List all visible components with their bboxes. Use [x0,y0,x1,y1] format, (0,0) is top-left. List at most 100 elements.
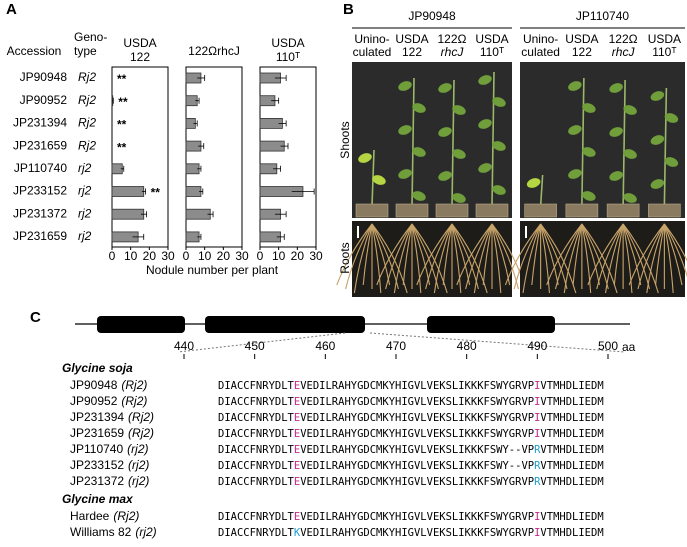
treatment-label: 122 [572,45,592,59]
pot [435,203,469,218]
stem [451,79,455,207]
residues: VTMHDLIEDM [540,380,603,392]
root [451,223,488,294]
residues: E [294,444,300,456]
residues: E [294,396,300,408]
error-bar [197,233,202,240]
leaf [568,81,582,91]
error-bar [132,233,145,240]
x-tick-label: 20 [143,249,157,263]
residues: R [534,444,541,456]
root [362,223,373,286]
error-bar [120,165,125,172]
root [451,223,479,290]
root [540,223,550,294]
x-tick-label: 0 [109,249,116,263]
ruler-label: 470 [386,339,406,353]
root [663,223,687,262]
plot-frame [111,66,169,248]
row-label: Roots [338,242,352,273]
ruler-label: 450 [245,339,265,353]
root [402,223,413,286]
residues: VEDILRAHYGDCMKYHIGVLVEKSLIKKKFSWYGRVP [300,380,534,392]
ruler-label: 440 [174,339,194,353]
residues: DIACCFNRYDLT [218,460,295,472]
accession-name: JP231372 [70,474,124,488]
error-bar [198,143,205,150]
genotype-name: (Rj2) [128,410,154,424]
accession-label: JP233152 [13,184,67,198]
leaf [582,103,596,113]
root [522,223,542,294]
treatment-label: 122Ω [609,32,638,46]
zoom-line [177,332,346,353]
significance-label: ** [117,118,127,132]
sequence: DIACCFNRYDLTEVEDILRAHYGDCMKYHIGVLVEKSLIK… [218,396,604,408]
pot [648,203,681,218]
domain-label: NBS [273,317,298,331]
residues: VTMHDLIEDM [540,476,603,488]
leaf [438,127,452,137]
root [376,223,413,286]
pot [524,203,557,218]
chart-title: 122 [130,50,150,64]
root [353,223,373,294]
accession-name: JP110740 [70,442,123,456]
genotype-name: (Rj2) [121,378,147,392]
treatment-label: 110ᵀ [652,45,676,59]
sequence: DIACCFNRYDLTEVEDILRAHYGDCMKYHIGVLVEKSLIK… [218,444,604,456]
bar [185,163,200,175]
significance-label: ** [118,95,128,109]
residues: E [294,511,300,523]
genotype-name: (rj2) [128,474,149,488]
x-tick-label: 10 [198,249,212,263]
pot [475,203,509,218]
root [622,223,659,294]
leaf [623,105,637,115]
genotype-label: rj2 [78,161,92,175]
root [433,223,453,294]
bar [185,186,202,197]
residues: VEDILRAHYGDCMKYHIGVLVEKSLIKKKFSWYGRVP [300,428,534,440]
genotype-label: rj2 [78,206,92,220]
leaf [478,75,492,85]
treatment-label: culated [353,45,392,59]
leaf [478,119,492,129]
root [622,223,651,290]
residues: I [534,380,540,392]
root [563,223,583,294]
residues: I [534,511,540,523]
residues: VTMHDLIEDM [540,527,603,539]
accession-name: JP90952 [70,394,118,408]
accession-label: JP90952 [20,93,68,107]
significance-label: ** [151,186,161,200]
residues: I [534,428,540,440]
root [531,223,542,286]
leaf [526,178,541,188]
domain-box [205,316,365,333]
bar [185,231,200,243]
accession-label: JP90948 [20,70,68,84]
sequence-name: Williams 82 (rj2) [70,525,157,539]
pot [565,203,599,218]
accession-label: JP231372 [13,206,67,220]
root [451,223,462,294]
bar [111,186,145,197]
leaf [412,103,426,113]
pot [395,203,429,218]
root [371,223,399,290]
stem [491,71,495,207]
strain-label: JP90948 [408,9,456,23]
leaf [492,185,506,195]
leaf [398,125,412,135]
significance-label: ** [117,140,127,154]
genotype-label: Rj2 [78,116,96,130]
sequence-name: JP90948 (Rj2) [70,378,147,392]
leaf [623,149,637,159]
root [663,223,674,294]
x-tick-label: 30 [161,249,175,263]
stem [581,77,585,207]
error-bar [278,120,287,127]
root [416,223,453,286]
